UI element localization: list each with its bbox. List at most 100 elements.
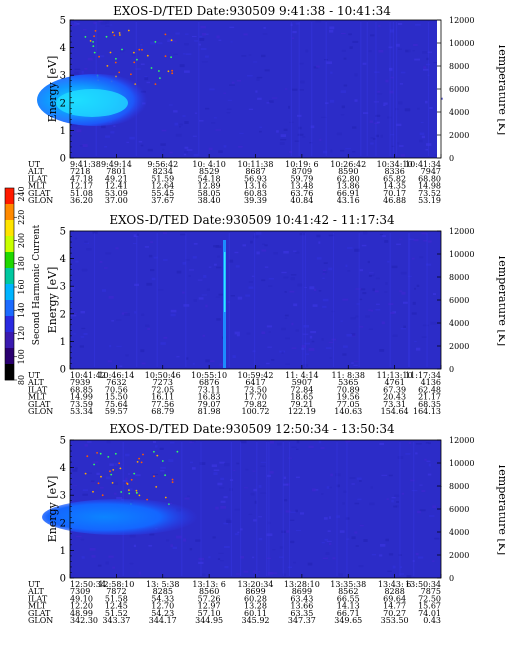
speckle bbox=[140, 349, 145, 353]
speckle bbox=[253, 488, 257, 492]
speckle bbox=[267, 346, 272, 348]
speckle bbox=[423, 68, 429, 71]
speckle bbox=[119, 365, 123, 368]
speckle bbox=[323, 517, 328, 520]
speckle bbox=[355, 545, 359, 547]
speckle bbox=[86, 248, 92, 251]
speckle bbox=[216, 266, 222, 269]
speckle bbox=[370, 137, 374, 139]
speckle bbox=[312, 304, 318, 307]
speckle bbox=[114, 492, 117, 495]
speckle bbox=[393, 505, 397, 508]
speckle bbox=[174, 122, 179, 126]
speckle bbox=[375, 134, 379, 138]
speckle bbox=[285, 510, 291, 513]
table-cell: 63.76 bbox=[290, 189, 313, 198]
colorbar-blocks bbox=[5, 188, 14, 381]
colorbar-ticks: 240 220 200 180 160 140 120 100 80 bbox=[14, 186, 26, 385]
y-tick-label: 4 bbox=[60, 463, 66, 474]
sparse-point bbox=[170, 56, 173, 59]
table-cell: 60.11 bbox=[244, 609, 267, 618]
speckle bbox=[293, 561, 296, 564]
table-cell: 53.34 bbox=[70, 407, 93, 416]
y-tick-label: 2 bbox=[60, 518, 66, 529]
speckle bbox=[297, 114, 302, 117]
speckle bbox=[295, 251, 300, 254]
sparse-point bbox=[141, 48, 143, 51]
table-cell: 60.28 bbox=[244, 594, 267, 603]
speckle bbox=[289, 290, 295, 293]
speckle bbox=[216, 35, 220, 39]
speckle bbox=[281, 271, 287, 274]
speckle bbox=[363, 112, 369, 114]
speckle bbox=[122, 49, 126, 51]
speckle bbox=[216, 318, 221, 321]
speckle bbox=[280, 134, 287, 138]
table-cell: 14.99 bbox=[70, 393, 93, 402]
speckle bbox=[387, 260, 390, 263]
speckle bbox=[125, 477, 128, 481]
speckle bbox=[150, 269, 155, 272]
speckle bbox=[368, 275, 372, 277]
speckle bbox=[302, 333, 309, 335]
speckle bbox=[349, 477, 356, 479]
speckle bbox=[330, 149, 333, 153]
sparse-point bbox=[161, 460, 164, 462]
speckle bbox=[432, 560, 435, 562]
speckle bbox=[264, 244, 268, 247]
table-cell: 10:55:10 bbox=[191, 371, 227, 380]
speckle bbox=[389, 67, 393, 71]
speckle bbox=[414, 340, 417, 343]
speckle bbox=[223, 546, 230, 548]
speckle bbox=[220, 560, 224, 562]
speckle bbox=[220, 505, 226, 509]
colorbar-block bbox=[5, 236, 14, 253]
speckle bbox=[426, 57, 430, 61]
speckle bbox=[379, 442, 385, 446]
speckle bbox=[76, 23, 80, 25]
speckle bbox=[167, 38, 172, 42]
y2-tick-label: 8000 bbox=[449, 482, 469, 491]
table-cell: 13:28:10 bbox=[284, 580, 320, 589]
stripe bbox=[290, 22, 292, 156]
speckle bbox=[426, 143, 432, 146]
speckle bbox=[394, 494, 400, 497]
speckle bbox=[394, 574, 397, 576]
table-cell: 8590 bbox=[338, 167, 358, 176]
speckle bbox=[161, 129, 167, 132]
speckle bbox=[182, 262, 186, 265]
speckle bbox=[217, 558, 221, 560]
speckle bbox=[75, 260, 79, 263]
table-cell: 13.28 bbox=[244, 602, 267, 611]
sparse-point bbox=[138, 494, 141, 497]
speckle bbox=[336, 132, 342, 136]
speckle bbox=[375, 114, 381, 117]
speckle bbox=[324, 59, 328, 61]
speckle bbox=[427, 74, 430, 76]
speckle bbox=[193, 153, 199, 157]
speckle bbox=[73, 485, 77, 487]
table-cell: 13.86 bbox=[337, 182, 360, 191]
table-cell: 345.92 bbox=[242, 616, 270, 625]
speckle bbox=[248, 281, 253, 283]
sparse-point bbox=[93, 35, 95, 38]
speckle bbox=[318, 290, 322, 292]
speckle bbox=[129, 488, 133, 491]
speckle bbox=[318, 241, 321, 244]
speckle bbox=[396, 123, 402, 126]
speckle bbox=[199, 120, 204, 122]
sparse-point bbox=[176, 450, 179, 453]
speckle bbox=[193, 243, 198, 245]
speckle bbox=[199, 462, 206, 465]
stripe bbox=[392, 22, 394, 156]
speckle bbox=[160, 143, 166, 146]
speckle bbox=[217, 482, 223, 486]
speckle bbox=[361, 244, 367, 247]
speckle bbox=[370, 309, 374, 312]
speckle bbox=[259, 130, 262, 133]
speckle bbox=[146, 81, 151, 84]
speckle bbox=[126, 141, 130, 143]
speckle bbox=[379, 233, 383, 236]
stripe bbox=[93, 233, 96, 367]
speckle bbox=[335, 473, 341, 477]
